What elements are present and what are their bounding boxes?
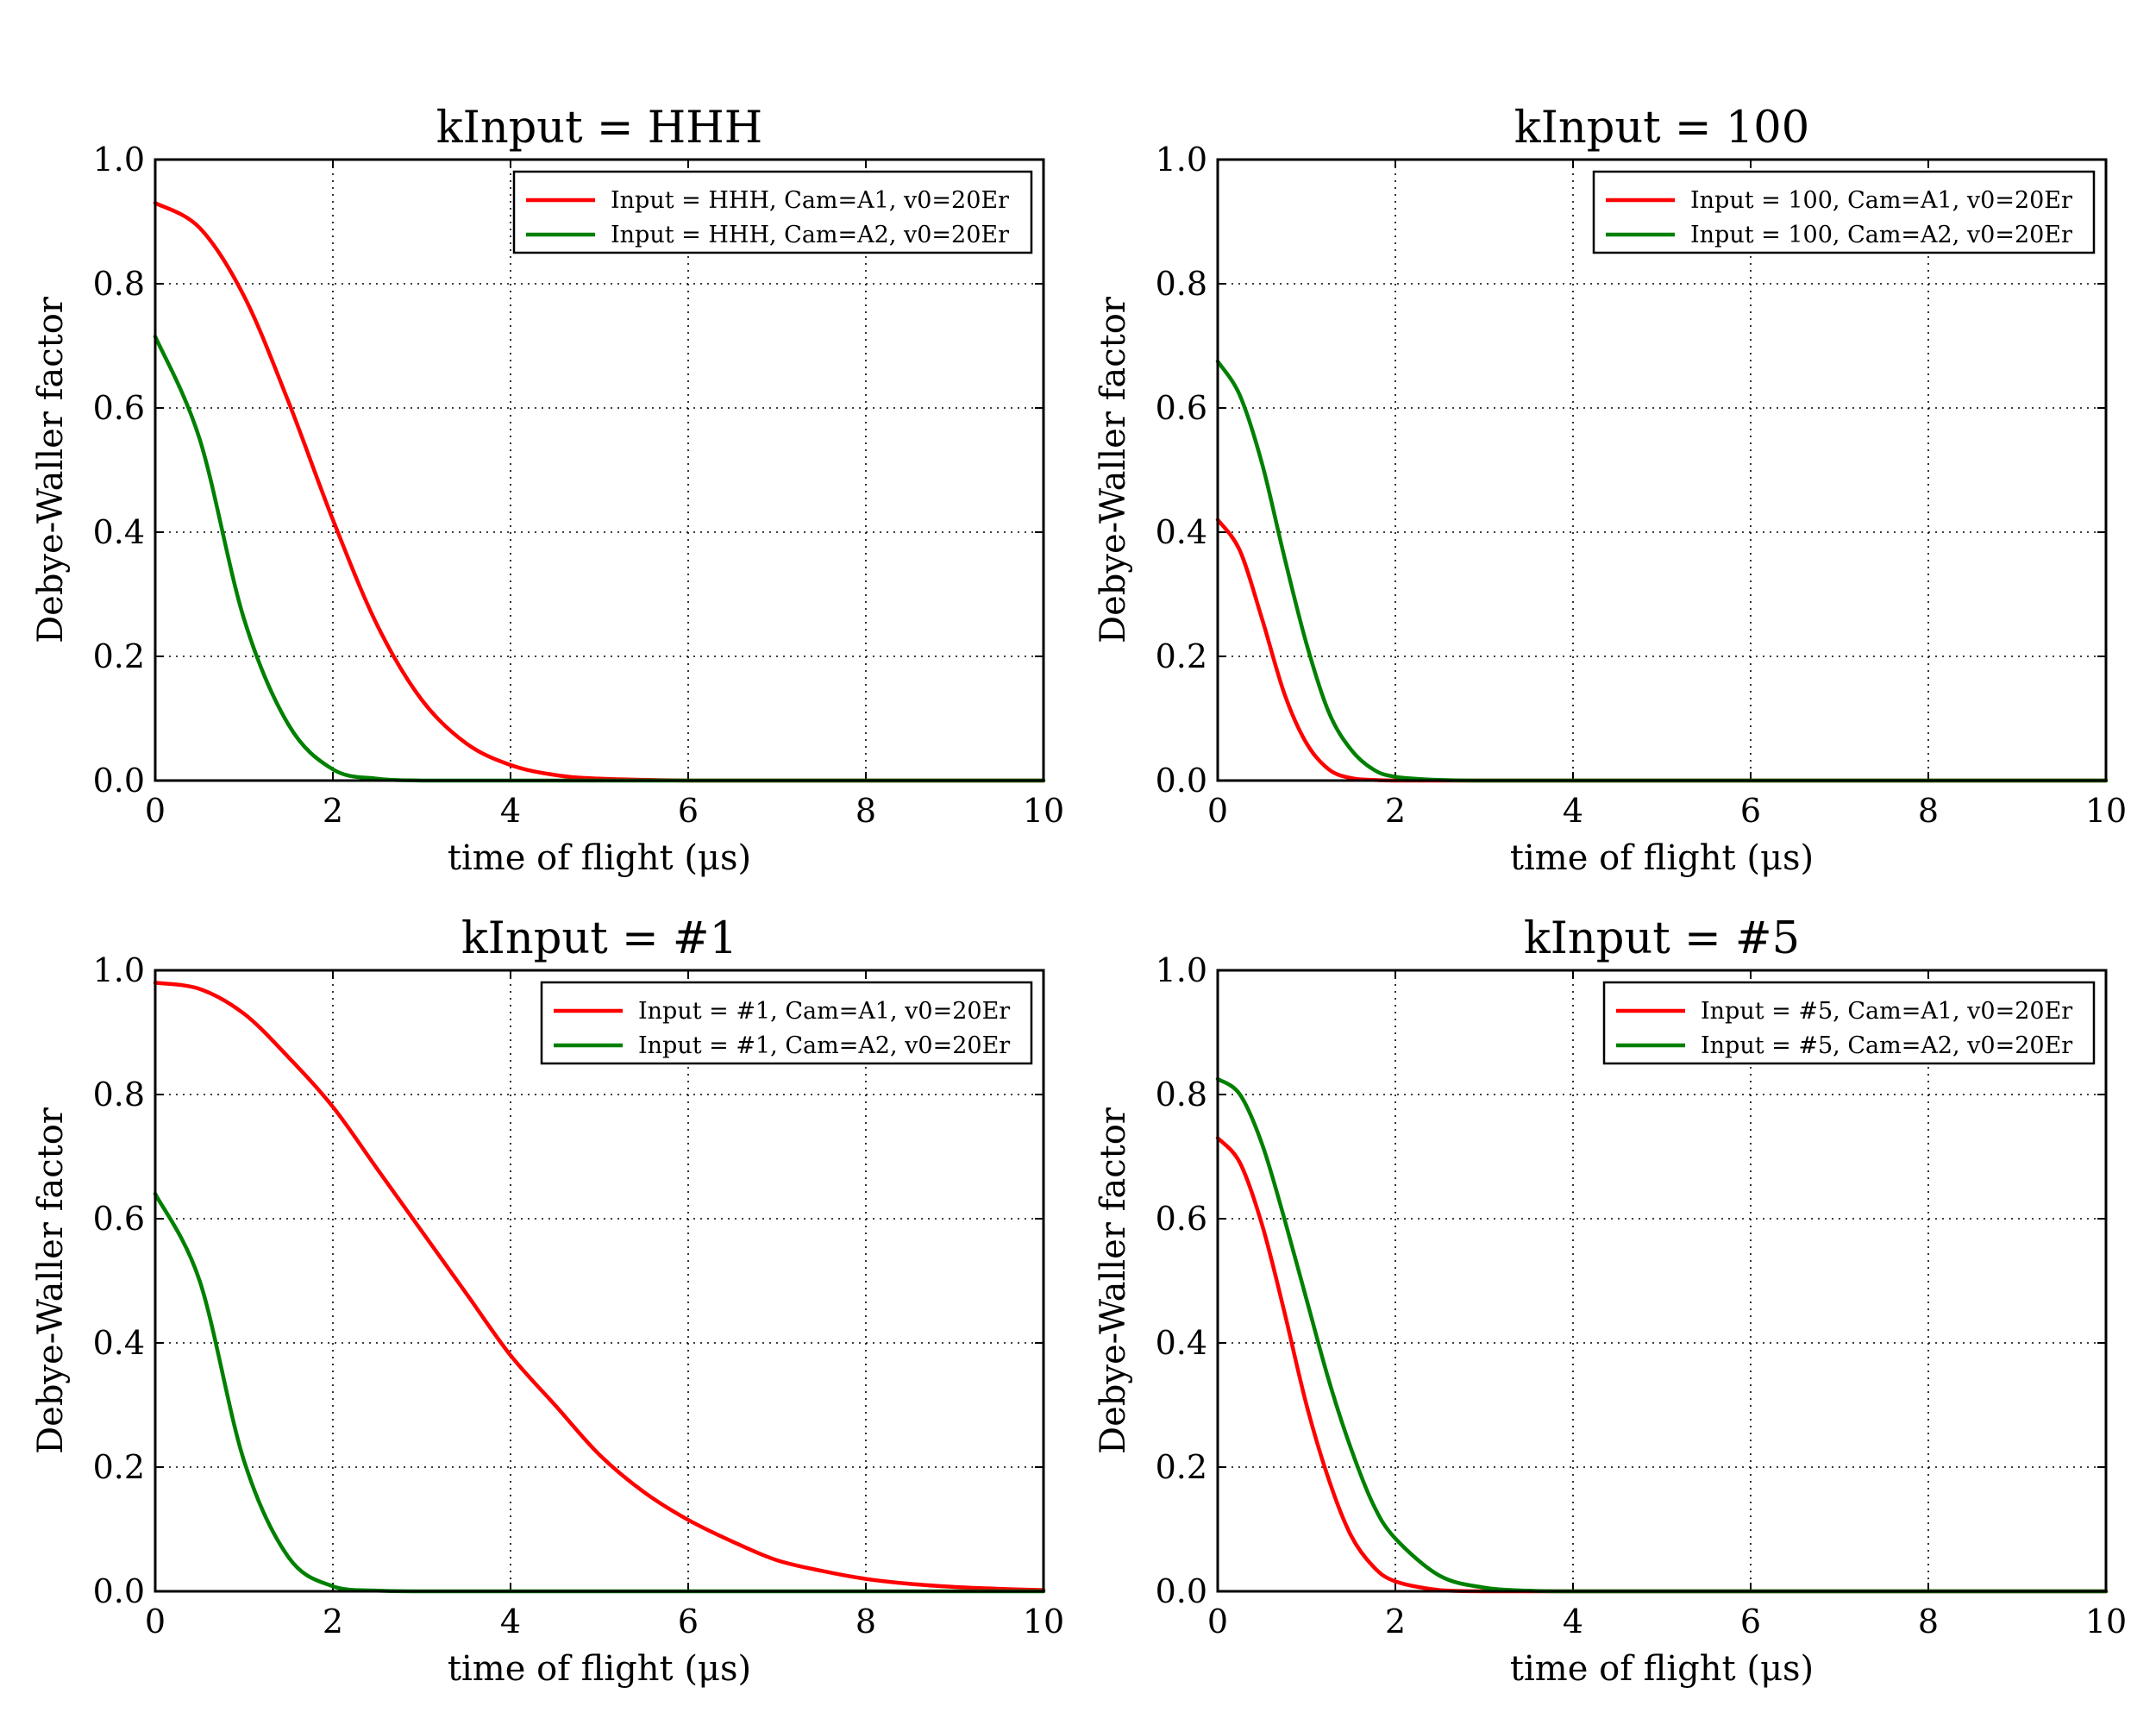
legend-box xyxy=(1602,981,2096,1065)
legend-entry-label: Input = 100, Cam=A1, v0=20Er xyxy=(1690,187,2072,214)
x-tick-label: 8 xyxy=(1918,792,1939,830)
x-tick-label: 4 xyxy=(500,1603,521,1640)
series-line-cam-a1 xyxy=(1215,1136,2109,1594)
y-axis-label: Debye-Waller factor xyxy=(31,296,71,643)
legend-box xyxy=(1592,170,2096,254)
grid-lines xyxy=(155,970,1044,1591)
plot-frame xyxy=(1216,158,2108,782)
x-tick-label: 2 xyxy=(323,792,343,830)
grid-lines xyxy=(1218,970,2106,1591)
y-axis-label: Debye-Waller factor xyxy=(1094,1107,1133,1454)
legend-box xyxy=(512,170,1033,254)
legend-entry-label: Input = HHH, Cam=A2, v0=20Er xyxy=(611,222,1009,248)
plot-frame xyxy=(154,158,1045,782)
x-tick-label: 0 xyxy=(145,792,166,830)
y-tick-label: 0.4 xyxy=(1156,513,1207,551)
legend-entry-label: Input = #5, Cam=A2, v0=20Er xyxy=(1701,1032,2072,1059)
chart-title: kInput = #1 xyxy=(461,913,737,964)
x-axis-label: time of flight (μs) xyxy=(1510,838,1814,878)
y-tick-label: 0.4 xyxy=(1156,1324,1207,1362)
y-tick-label: 1.0 xyxy=(93,141,145,179)
x-tick-label: 8 xyxy=(856,1603,876,1640)
legend-entry-label: Input = HHH, Cam=A1, v0=20Er xyxy=(611,187,1009,214)
x-tick-label: 8 xyxy=(1918,1603,1939,1640)
y-tick-label: 0.8 xyxy=(1156,265,1207,303)
y-tick-label: 0.2 xyxy=(1156,1448,1207,1486)
y-tick-label: 0.6 xyxy=(1156,389,1207,427)
legend-entry-label: Input = #1, Cam=A2, v0=20Er xyxy=(638,1032,1010,1059)
y-tick-label: 0.0 xyxy=(93,1572,145,1610)
chart-panel-1: 0 2 4 6 8 10 0.0 0.2 0.4 0.6 0.8 1.0 kInput = HHH tim… xyxy=(31,103,1064,878)
x-axis-label: time of flight (μs) xyxy=(448,1649,751,1689)
y-axis-label: Debye-Waller factor xyxy=(1094,296,1133,643)
x-tick-label: 4 xyxy=(1563,1603,1583,1640)
y-axis-label: Debye-Waller factor xyxy=(31,1107,71,1454)
legend: Input = 100, Cam=A1, v0=20Er Input = 100,… xyxy=(1592,170,2096,254)
y-tick-label: 1.0 xyxy=(1156,951,1207,989)
chart-title: kInput = #5 xyxy=(1524,913,1800,964)
x-tick-label: 6 xyxy=(678,792,699,830)
y-tick-label: 0.8 xyxy=(1156,1076,1207,1113)
series-line-cam-a1 xyxy=(153,201,1046,783)
legend-entry-label: Input = 100, Cam=A2, v0=20Er xyxy=(1690,222,2072,248)
x-tick-label: 2 xyxy=(323,1603,343,1640)
y-tick-label: 0.4 xyxy=(93,513,145,551)
y-tick-label: 0.2 xyxy=(93,1448,145,1486)
x-tick-label: 6 xyxy=(678,1603,699,1640)
x-tick-label: 10 xyxy=(2085,792,2127,830)
x-tick-label: 6 xyxy=(1740,792,1761,830)
x-tick-label: 4 xyxy=(500,792,521,830)
y-tick-label: 0.6 xyxy=(1156,1200,1207,1238)
x-axis-label: time of flight (μs) xyxy=(448,838,751,878)
plot-frame xyxy=(154,969,1045,1593)
y-tick-label: 0.4 xyxy=(93,1324,145,1362)
x-tick-label: 6 xyxy=(1740,1603,1761,1640)
x-tick-label: 0 xyxy=(1207,792,1228,830)
chart-title: kInput = 100 xyxy=(1514,103,1809,154)
grid-lines xyxy=(155,160,1044,781)
chart-panel-2: 0 2 4 6 8 10 0.0 0.2 0.4 0.6 0.8 1.0 kInput = 100 tim… xyxy=(1094,103,2127,878)
y-tick-label: 0.6 xyxy=(93,389,145,427)
legend-entry-label: Input = #5, Cam=A1, v0=20Er xyxy=(1701,998,2072,1025)
series-line-cam-a1 xyxy=(1215,518,2109,783)
x-tick-label: 10 xyxy=(2085,1603,2127,1640)
legend: Input = #5, Cam=A1, v0=20Er Input = #5, C… xyxy=(1602,981,2096,1065)
x-axis-label: time of flight (μs) xyxy=(1510,1649,1814,1689)
series-line-cam-a2 xyxy=(1215,359,2109,783)
x-tick-label: 0 xyxy=(145,1603,166,1640)
y-tick-label: 1.0 xyxy=(93,951,145,989)
x-tick-label: 0 xyxy=(1207,1603,1228,1640)
y-tick-label: 0.8 xyxy=(93,1076,145,1113)
x-tick-label: 4 xyxy=(1563,792,1583,830)
chart-title: kInput = HHH xyxy=(436,103,762,154)
legend-box xyxy=(540,981,1033,1065)
chart-panel-4: 0 2 4 6 8 10 0.0 0.2 0.4 0.6 0.8 1.0 kInput = #5 time… xyxy=(1094,913,2127,1689)
y-tick-label: 0.2 xyxy=(93,637,145,675)
y-tick-label: 0.8 xyxy=(93,265,145,303)
x-tick-label: 10 xyxy=(1023,792,1064,830)
grid-lines xyxy=(1218,160,2106,781)
chart-panel-3: 0 2 4 6 8 10 0.0 0.2 0.4 0.6 0.8 1.0 kInput = #1 time… xyxy=(31,913,1064,1689)
y-tick-label: 0.0 xyxy=(1156,1572,1207,1610)
series-line-cam-a2 xyxy=(1215,1076,2109,1594)
legend: Input = HHH, Cam=A1, v0=20Er Input = HHH,… xyxy=(512,170,1033,254)
x-tick-label: 2 xyxy=(1385,792,1406,830)
x-tick-label: 8 xyxy=(856,792,876,830)
y-tick-label: 0.2 xyxy=(1156,637,1207,675)
x-tick-label: 2 xyxy=(1385,1603,1406,1640)
y-tick-label: 1.0 xyxy=(1156,141,1207,179)
y-tick-label: 0.0 xyxy=(93,762,145,800)
legend-entry-label: Input = #1, Cam=A1, v0=20Er xyxy=(638,998,1010,1025)
x-tick-label: 10 xyxy=(1023,1603,1064,1640)
y-tick-label: 0.6 xyxy=(93,1200,145,1238)
plot-frame xyxy=(1216,969,2108,1593)
series-line-cam-a2 xyxy=(153,1191,1046,1594)
legend: Input = #1, Cam=A1, v0=20Er Input = #1, C… xyxy=(540,981,1033,1065)
series-line-cam-a1 xyxy=(153,981,1046,1592)
y-tick-label: 0.0 xyxy=(1156,762,1207,800)
